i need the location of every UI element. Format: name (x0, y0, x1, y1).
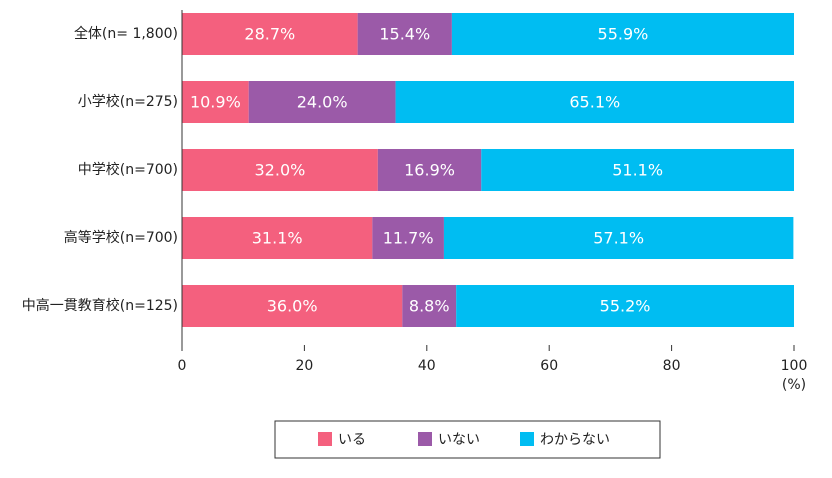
value-label: 32.0% (255, 161, 306, 180)
x-tick-label: 20 (295, 358, 313, 374)
bar-segment (377, 149, 482, 191)
bar-segment (481, 149, 794, 191)
value-label: 57.1% (593, 229, 644, 248)
bar-segment (451, 13, 794, 55)
value-label: 65.1% (569, 93, 620, 112)
x-tick-label: 60 (540, 358, 558, 374)
x-tick-label: 0 (178, 358, 187, 374)
y-tick-label: 中高一貫教育校(n=125) (22, 297, 178, 314)
value-label: 51.1% (612, 161, 663, 180)
legend-label: いる (338, 432, 366, 448)
value-label: 31.1% (252, 229, 303, 248)
legend-box (274, 420, 661, 459)
legend-swatch (318, 432, 332, 446)
legend-swatch (418, 432, 432, 446)
value-label: 11.7% (383, 229, 434, 248)
value-label: 55.9% (598, 25, 649, 44)
bar-segment (395, 81, 794, 123)
value-label: 36.0% (267, 297, 318, 316)
bar-segment (182, 285, 403, 327)
x-tick-label: 80 (663, 358, 681, 374)
bar-segment (182, 217, 373, 259)
bar-segment (402, 285, 457, 327)
x-tick-label: 100 (781, 358, 808, 374)
x-tick-label: 40 (418, 358, 436, 374)
value-label: 15.4% (379, 25, 430, 44)
bar-segment (372, 217, 444, 259)
bar-segment (443, 217, 794, 259)
bar-segment (357, 13, 452, 55)
y-tick-label: 高等学校(n=700) (64, 229, 178, 246)
bar-segment (182, 81, 249, 123)
y-tick-label: 全体(n= 1,800) (74, 25, 178, 42)
y-tick-label: 小学校(n=275) (78, 93, 178, 110)
value-label: 24.0% (297, 93, 348, 112)
bar-segment (182, 13, 358, 55)
legend-swatch (520, 432, 534, 446)
value-label: 55.2% (600, 297, 651, 316)
bar-segment (182, 149, 378, 191)
legend-label: いない (438, 432, 480, 448)
value-label: 28.7% (244, 25, 295, 44)
legend-label: わからない (540, 432, 610, 448)
value-label: 10.9% (190, 93, 241, 112)
y-tick-label: 中学校(n=700) (78, 161, 178, 178)
value-label: 8.8% (409, 297, 450, 316)
value-label: 16.9% (404, 161, 455, 180)
bar-segment (456, 285, 794, 327)
x-unit: (%) (782, 377, 806, 393)
bar-segment (248, 81, 396, 123)
